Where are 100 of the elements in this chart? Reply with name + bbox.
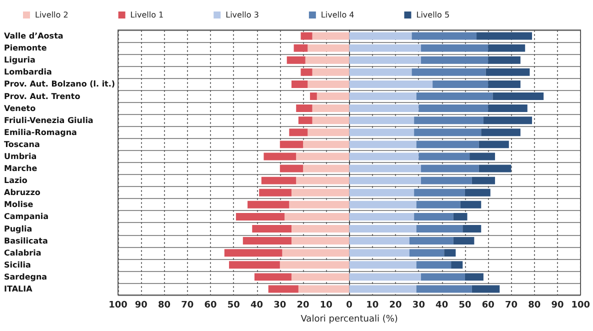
bar: [308, 128, 350, 136]
bar: [282, 249, 350, 257]
bar: [259, 188, 292, 196]
bar: [264, 152, 296, 160]
bar: [300, 32, 312, 40]
x-tick-label: 90: [551, 300, 564, 310]
y-tick-label: Veneto: [4, 104, 36, 113]
bar: [280, 261, 350, 269]
x-tick-label: 60: [204, 300, 217, 310]
bar: [296, 152, 350, 160]
bar: [229, 261, 280, 269]
bar: [248, 200, 290, 208]
bar: [349, 237, 410, 245]
bar: [476, 32, 532, 40]
bar: [414, 212, 454, 220]
legend-label: Livello 3: [226, 10, 259, 20]
x-tick-label: 70: [181, 300, 194, 310]
bar: [481, 128, 520, 136]
y-tick-label: Sardegna: [4, 272, 48, 282]
bar: [312, 32, 350, 40]
bar: [298, 285, 350, 293]
bar: [416, 200, 460, 208]
bar: [349, 128, 414, 136]
bar: [261, 176, 296, 184]
x-tick-label: 100: [108, 300, 128, 310]
bar: [280, 140, 304, 148]
y-tick-label: Marche: [4, 164, 38, 174]
y-tick-label: Lazio: [4, 176, 28, 186]
bar: [416, 140, 479, 148]
bar: [349, 188, 414, 196]
legend-label: Livello 5: [416, 10, 450, 20]
x-tick-label: 50: [458, 300, 472, 310]
y-tick-label: Basilicata: [4, 236, 48, 246]
bar: [444, 249, 456, 257]
bar: [416, 225, 463, 232]
bar: [432, 80, 488, 88]
bar: [296, 176, 350, 184]
bar: [286, 56, 306, 64]
bar: [416, 261, 452, 269]
y-tick-label: Liguria: [4, 56, 36, 65]
bar: [414, 188, 465, 196]
bar: [280, 164, 304, 172]
y-tick-label: Molise: [4, 200, 34, 210]
bar: [488, 56, 520, 64]
bar: [312, 116, 350, 124]
y-tick-label: Calabria: [4, 248, 42, 258]
x-tick-label: 20: [296, 300, 310, 310]
bar: [349, 92, 416, 100]
x-tick-label: 60: [482, 300, 494, 310]
bar: [289, 128, 308, 136]
bar: [303, 164, 350, 172]
bar: [453, 237, 474, 245]
bar: [421, 164, 479, 172]
bar: [464, 188, 490, 196]
y-tick-label: Prov. Aut. Bolzano (l. it.): [4, 80, 116, 89]
bar: [349, 152, 419, 160]
bar: [252, 225, 292, 232]
bar: [296, 104, 312, 112]
bar: [421, 273, 465, 281]
bar: [310, 92, 317, 100]
y-tick-label: Campania: [4, 212, 49, 222]
legend-label: Livello 1: [130, 10, 164, 20]
bar: [349, 212, 414, 220]
bar: [291, 273, 350, 281]
bar: [349, 261, 416, 269]
bar: [488, 80, 520, 88]
bar: [492, 92, 544, 100]
x-tick-label: 30: [274, 300, 286, 310]
bar: [472, 285, 500, 293]
bar: [478, 140, 509, 148]
x-tick-label: 40: [436, 300, 448, 310]
bar: [349, 273, 422, 281]
x-tick-label: 10: [366, 300, 379, 310]
bar: [316, 92, 350, 100]
bar: [486, 68, 530, 76]
bar: [349, 164, 422, 172]
x-tick-label: 10: [320, 300, 332, 310]
bar: [421, 56, 488, 64]
legend-label: Livello 2: [35, 10, 68, 20]
bar: [472, 176, 496, 184]
x-tick-label: 80: [158, 300, 171, 310]
bar: [308, 80, 350, 88]
y-tick-label: Puglia: [4, 224, 32, 234]
bar: [298, 116, 312, 124]
bar: [414, 116, 484, 124]
y-tick-label: Sicilia: [4, 260, 31, 270]
bar: [488, 104, 528, 112]
bar: [409, 249, 444, 257]
bar: [451, 261, 463, 269]
bar: [421, 176, 472, 184]
y-tick-label: Prov. Aut. Trento: [4, 92, 81, 101]
bar: [349, 249, 410, 257]
bar: [349, 44, 422, 52]
bar: [312, 68, 350, 76]
bar: [349, 32, 412, 40]
bar: [303, 140, 350, 148]
bar: [453, 212, 468, 220]
bar: [349, 68, 412, 76]
bar: [349, 285, 416, 293]
bar: [483, 116, 532, 124]
